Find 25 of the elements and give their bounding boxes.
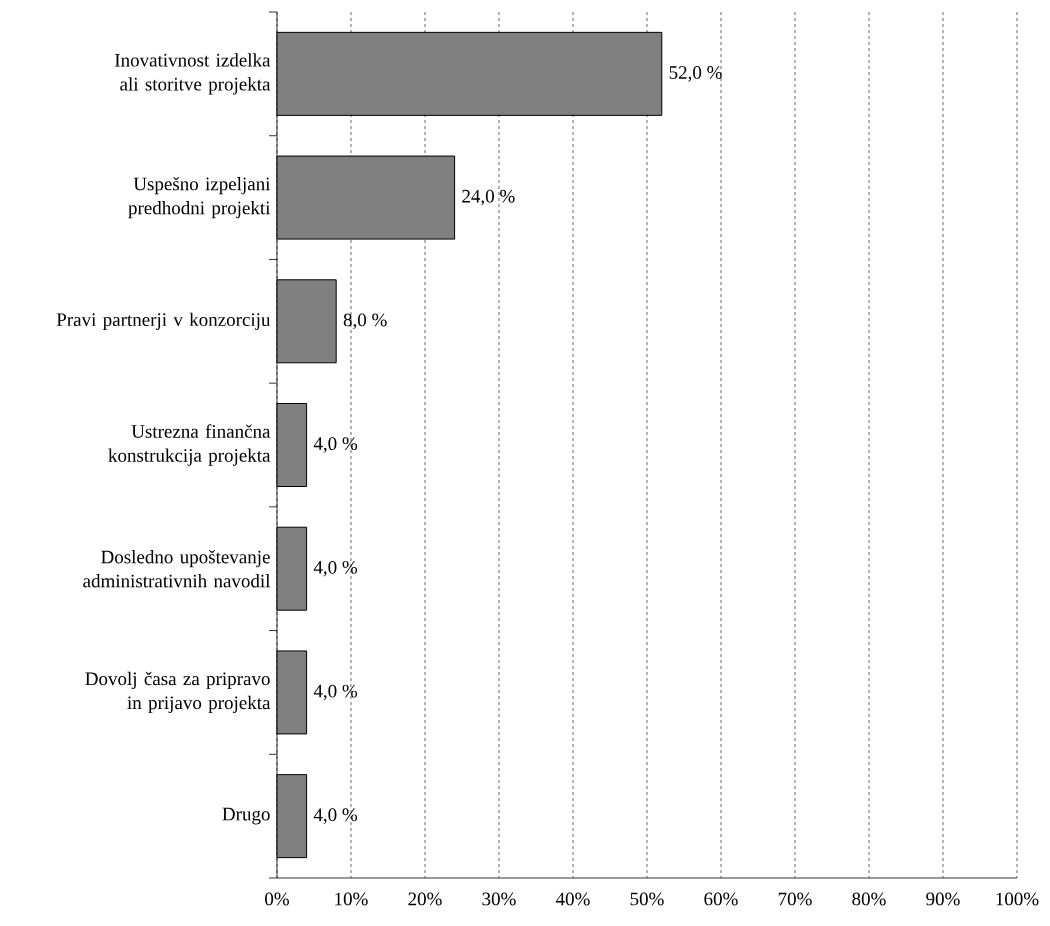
data-label: 24,0 % xyxy=(462,189,515,206)
y-tick-label: Dovolj časa za pripravo in prijavo projekta xyxy=(85,671,271,714)
y-tick-label: Uspešno izpeljani predhodni projekti xyxy=(128,176,271,219)
x-tick-label: 70% xyxy=(778,892,812,906)
data-label: 4,0 % xyxy=(313,560,358,577)
data-label: 4,0 % xyxy=(313,808,358,824)
data-label: 4,0 % xyxy=(313,437,358,453)
y-tick-label: Ustrezna finančna konstrukcija projekta xyxy=(108,424,271,466)
y-tick-label: Drugo xyxy=(222,807,270,825)
x-tick-label: 20% xyxy=(408,892,442,906)
x-tick-label: 40% xyxy=(555,892,590,906)
data-label: 52,0 % xyxy=(669,66,722,82)
x-tick-label: 0% xyxy=(265,892,289,906)
y-tick-label: Pravi partnerji v konzorciju xyxy=(56,312,271,330)
y-tick-label: Inovativnost izdelka ali storitve projekta xyxy=(114,53,271,95)
x-tick-label: 10% xyxy=(335,892,368,906)
data-label: 8,0 % xyxy=(343,313,387,330)
x-tick-label: 80% xyxy=(852,892,886,906)
x-tick-label: 50% xyxy=(630,892,664,906)
x-tick-label: 100% xyxy=(996,892,1039,906)
data-label: 4,0 % xyxy=(313,684,358,701)
x-tick-label: 30% xyxy=(482,892,516,906)
x-tick-label: 60% xyxy=(704,892,738,906)
x-tick-label: 90% xyxy=(926,892,960,906)
y-tick-label: Dosledno upoštevanje administrativnih navodil xyxy=(83,550,271,588)
